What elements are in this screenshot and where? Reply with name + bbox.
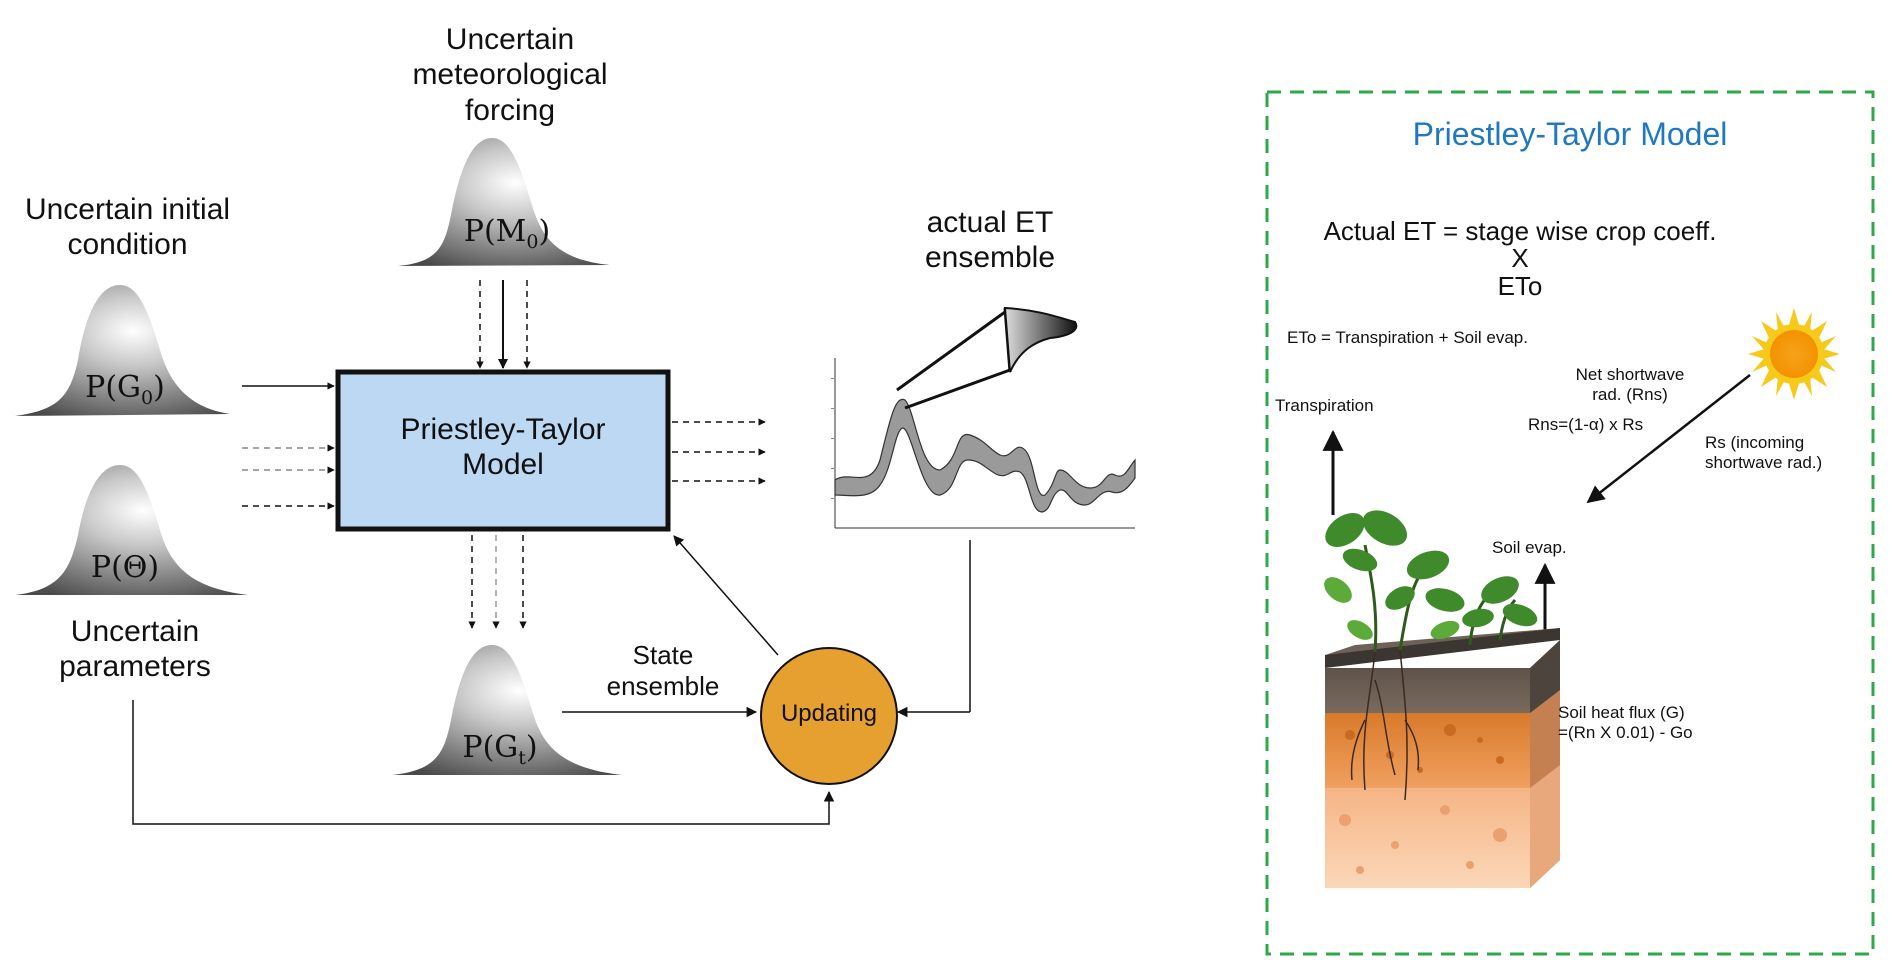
dist-label-gt: P(Gt) <box>462 730 538 769</box>
dist-gt-shape <box>392 645 622 775</box>
output-arrows-down <box>468 535 527 629</box>
output-arrows-right <box>672 418 766 485</box>
label-state-ensemble: State ensemble <box>606 640 720 701</box>
dist-m0-shape <box>398 138 610 266</box>
updating-node-shape <box>760 647 898 785</box>
inset-equation: Actual ET = stage wise crop coeff. X ETo <box>1323 216 1717 301</box>
input-arrows-top <box>476 280 531 369</box>
label-rs: Rs (incoming shortwave rad.) <box>1705 433 1823 473</box>
label-uncertain-parameters: Uncertain parameters <box>59 615 211 684</box>
dist-label-theta: P(Θ) <box>90 550 160 585</box>
inset-eto-definition: ETo = Transpiration + Soil evap. <box>1287 328 1528 347</box>
dist-label-m0: P(M0) <box>463 214 551 253</box>
label-transpiration: Transpiration <box>1275 396 1374 415</box>
label-soil-heat-flux: Soil heat flux (G) =(Rn X 0.01) - Go <box>1558 703 1693 743</box>
label-net-shortwave: Net shortwave rad. (Rns) <box>1575 365 1685 405</box>
input-arrows-left <box>242 382 335 510</box>
rs-arrow <box>1586 374 1751 504</box>
soil-block <box>1325 628 1560 888</box>
updating-connections <box>132 535 835 825</box>
dist-label-g0: P(G0) <box>85 370 165 409</box>
et-ensemble-plot <box>831 306 1136 718</box>
dist-g0-shape <box>15 285 230 416</box>
inset-title: Priestley-Taylor Model <box>1412 116 1728 152</box>
updating-label: Updating <box>780 700 878 727</box>
inset-box <box>1265 90 1875 956</box>
label-et-ensemble: actual ET ensemble <box>924 206 1056 275</box>
label-rns-formula: Rns=(1-α) x Rs <box>1528 415 1644 434</box>
sun-icon <box>1748 308 1840 400</box>
label-soil-evap: Soil evap. <box>1492 538 1567 557</box>
model-box-shape <box>335 369 671 532</box>
label-initial-condition: Uncertain initial condition <box>24 193 231 262</box>
label-meteorological-forcing: Uncertain meteorological forcing <box>412 23 608 127</box>
plant-icon <box>1324 510 1538 653</box>
dist-theta-shape <box>15 465 248 595</box>
model-box-label: Priestley-Taylor Model <box>400 413 606 482</box>
